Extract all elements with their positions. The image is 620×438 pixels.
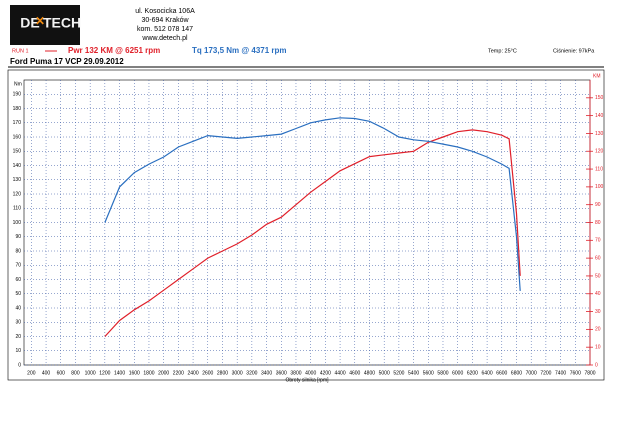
y-tick-label: 160 xyxy=(13,134,22,140)
y-tick-label: 150 xyxy=(13,149,22,155)
x-tick-label: 3400 xyxy=(261,370,272,376)
y2-tick-label: 0 xyxy=(595,362,598,368)
pressure: Ciśnienie: 97kPa xyxy=(553,48,595,54)
x-tick-label: 800 xyxy=(71,370,80,376)
x-tick-label: 1600 xyxy=(129,370,140,376)
x-tick-label: 7800 xyxy=(584,370,595,376)
series-line xyxy=(104,117,521,291)
y-tick-label: 40 xyxy=(15,305,21,311)
logo-left: DE xyxy=(20,15,39,31)
x-tick-label: 6200 xyxy=(467,370,478,376)
address-line: kom. 512 078 147 xyxy=(137,26,193,33)
y-tick-label: 120 xyxy=(13,191,22,197)
x-tick-label: 2800 xyxy=(217,370,228,376)
y2-axis-label: KM xyxy=(593,73,601,79)
y2-tick-label: 130 xyxy=(595,131,604,137)
logo-x: ✕ xyxy=(35,14,45,28)
x-tick-label: 6800 xyxy=(511,370,522,376)
x-tick-label: 1200 xyxy=(99,370,110,376)
y2-tick-label: 50 xyxy=(595,273,601,279)
x-tick-label: 2400 xyxy=(188,370,199,376)
x-tick-label: 4800 xyxy=(364,370,375,376)
y-tick-label: 190 xyxy=(13,92,22,98)
y2-tick-label: 60 xyxy=(595,255,601,261)
y-tick-label: 20 xyxy=(15,334,21,340)
chart-title: Ford Puma 17 VCP 29.09.2012 xyxy=(10,57,124,66)
legend-entry: Pwr 132 KM @ 6251 rpm xyxy=(68,46,160,55)
y2-tick-label: 90 xyxy=(595,202,601,208)
x-tick-label: 4400 xyxy=(335,370,346,376)
x-tick-label: 4600 xyxy=(349,370,360,376)
y2-tick-label: 110 xyxy=(595,166,603,172)
y-tick-label: 180 xyxy=(13,106,22,112)
x-tick-label: 3600 xyxy=(276,370,287,376)
x-tick-label: 6600 xyxy=(496,370,507,376)
y2-tick-label: 150 xyxy=(595,95,604,101)
x-tick-label: 5400 xyxy=(408,370,419,376)
logo-right: TECH xyxy=(43,15,81,31)
y-tick-label: 50 xyxy=(15,291,21,297)
x-tick-label: 1000 xyxy=(85,370,96,376)
x-tick-label: 200 xyxy=(27,370,36,376)
y2-tick-label: 40 xyxy=(595,291,601,297)
x-tick-label: 5200 xyxy=(393,370,404,376)
address-line: 30-694 Kraków xyxy=(141,17,189,24)
address-line: ul. Kosocicka 106A xyxy=(135,8,195,15)
y-tick-label: 100 xyxy=(13,220,22,226)
logo-box xyxy=(10,5,80,45)
x-tick-label: 1400 xyxy=(114,370,125,376)
y2-tick-label: 10 xyxy=(595,345,601,351)
y-tick-label: 30 xyxy=(15,320,21,326)
y2-tick-label: 70 xyxy=(595,238,601,244)
series-line xyxy=(104,129,521,337)
y-tick-label: 80 xyxy=(15,248,21,254)
x-tick-label: 3200 xyxy=(246,370,257,376)
y2-tick-label: 140 xyxy=(595,113,604,119)
x-tick-label: 3800 xyxy=(290,370,301,376)
x-tick-label: 6000 xyxy=(452,370,463,376)
x-tick-label: 5800 xyxy=(437,370,448,376)
y-tick-label: 60 xyxy=(15,277,21,283)
temp: Temp: 25°C xyxy=(488,48,517,54)
y-tick-label: 170 xyxy=(13,120,22,126)
y-tick-label: 0 xyxy=(18,362,21,368)
y2-tick-label: 120 xyxy=(595,149,604,155)
y-tick-label: 90 xyxy=(15,234,21,240)
x-tick-label: 600 xyxy=(57,370,66,376)
x-tick-label: 5600 xyxy=(423,370,434,376)
x-tick-label: 1800 xyxy=(143,370,154,376)
x-tick-label: 7200 xyxy=(540,370,551,376)
y-tick-label: 140 xyxy=(13,163,22,169)
y2-tick-label: 80 xyxy=(595,220,601,226)
y-tick-label: 130 xyxy=(13,177,22,183)
x-tick-label: 7000 xyxy=(526,370,537,376)
chart-frame xyxy=(7,69,605,381)
x-tick-label: 3000 xyxy=(232,370,243,376)
x-tick-label: 2000 xyxy=(158,370,169,376)
x-tick-label: 400 xyxy=(42,370,51,376)
x-tick-label: 2600 xyxy=(202,370,213,376)
y2-tick-label: 100 xyxy=(595,184,604,190)
y-tick-label: 70 xyxy=(15,263,21,269)
x-tick-label: 6400 xyxy=(482,370,493,376)
x-tick-label: 4200 xyxy=(320,370,331,376)
y2-tick-label: 30 xyxy=(595,309,601,315)
x-tick-label: 5000 xyxy=(379,370,390,376)
y-tick-label: 10 xyxy=(15,348,21,354)
x-tick-label: 4000 xyxy=(305,370,316,376)
x-axis-label: Obroty silnika [rpm] xyxy=(285,377,329,383)
run-label: RUN 1 xyxy=(12,48,29,54)
y-tick-label: 110 xyxy=(13,206,21,212)
legend-entry: Tq 173,5 Nm @ 4371 rpm xyxy=(192,46,287,55)
x-tick-label: 7600 xyxy=(570,370,581,376)
x-tick-label: 2200 xyxy=(173,370,184,376)
y-axis-label: Nm xyxy=(14,81,22,87)
x-tick-label: 7400 xyxy=(555,370,566,376)
y2-tick-label: 20 xyxy=(595,327,601,333)
address-line: www.detech.pl xyxy=(141,35,188,42)
